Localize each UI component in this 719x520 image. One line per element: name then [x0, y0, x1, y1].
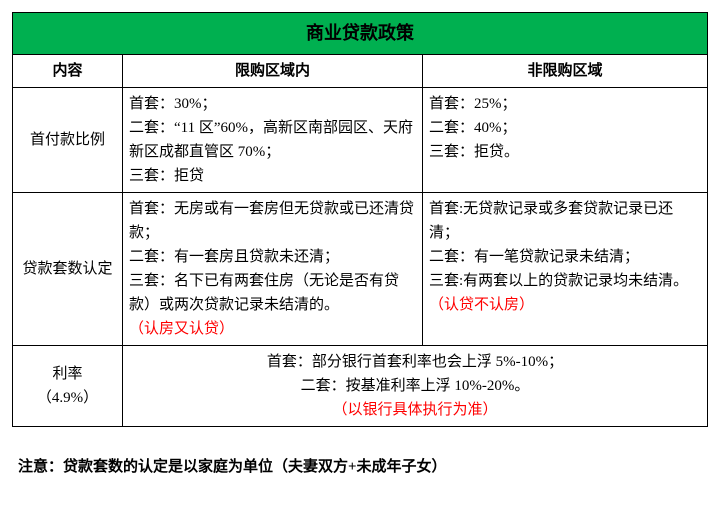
header-content: 内容	[13, 54, 123, 87]
title-row: 商业贷款政策	[13, 13, 708, 55]
loancount-unrestricted-main: 首套:无贷款记录或多套贷款记录已还清；二套：有一笔贷款记录未结清；三套:有两套以…	[429, 201, 688, 289]
table-title: 商业贷款政策	[13, 13, 708, 55]
rate-main: 首套：部分银行首套利率也会上浮 5%-10%；二套：按基准利率上浮 10%-20…	[267, 354, 563, 394]
policy-table: 商业贷款政策 内容 限购区域内 非限购区域 首付款比例 首套：30%；二套：“1…	[12, 12, 708, 427]
loancount-unrestricted-note: （认贷不认房）	[429, 297, 534, 313]
loancount-restricted-main: 首套：无房或有一套房但无贷款或已还清贷款；二套：有一套房且贷款未还清；三套：名下…	[129, 201, 414, 313]
footnote: 注意：贷款套数的认定是以家庭为单位（夫妻双方+未成年子女）	[12, 455, 707, 476]
rate-note: （以银行具体执行为准）	[333, 402, 498, 418]
loancount-restricted-note: （认房又认贷）	[129, 321, 234, 337]
rate-label-line2: （4.9%）	[37, 390, 98, 406]
loancount-restricted: 首套：无房或有一套房但无贷款或已还清贷款；二套：有一套房且贷款未还清；三套：名下…	[123, 192, 423, 345]
row-rate: 利率 （4.9%） 首套：部分银行首套利率也会上浮 5%-10%；二套：按基准利率…	[13, 345, 708, 426]
rate-label: 利率 （4.9%）	[13, 345, 123, 426]
row-loancount: 贷款套数认定 首套：无房或有一套房但无贷款或已还清贷款；二套：有一套房且贷款未还…	[13, 192, 708, 345]
rate-content: 首套：部分银行首套利率也会上浮 5%-10%；二套：按基准利率上浮 10%-20…	[123, 345, 708, 426]
header-row: 内容 限购区域内 非限购区域	[13, 54, 708, 87]
header-restricted: 限购区域内	[123, 54, 423, 87]
header-unrestricted: 非限购区域	[423, 54, 708, 87]
row-downpayment: 首付款比例 首套：30%；二套：“11 区”60%，高新区南部园区、天府新区成都…	[13, 87, 708, 192]
downpayment-unrestricted: 首套：25%；二套：40%；三套：拒贷。	[423, 87, 708, 192]
downpayment-label: 首付款比例	[13, 87, 123, 192]
rate-label-line1: 利率	[52, 366, 82, 382]
loancount-label: 贷款套数认定	[13, 192, 123, 345]
loancount-unrestricted: 首套:无贷款记录或多套贷款记录已还清；二套：有一笔贷款记录未结清；三套:有两套以…	[423, 192, 708, 345]
downpayment-restricted: 首套：30%；二套：“11 区”60%，高新区南部园区、天府新区成都直管区 70…	[123, 87, 423, 192]
